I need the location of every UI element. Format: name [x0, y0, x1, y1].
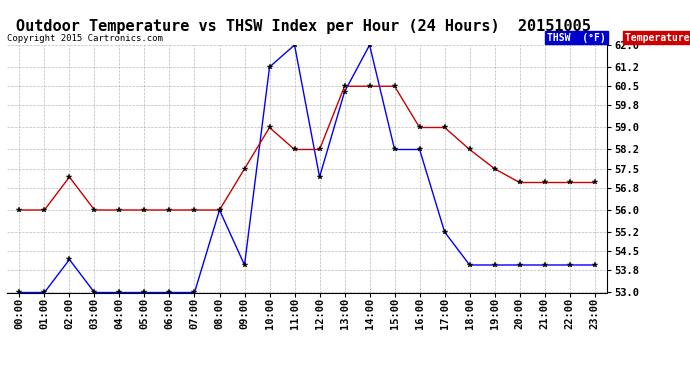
Text: Temperature  (°F): Temperature (°F) [625, 33, 690, 42]
Text: Copyright 2015 Cartronics.com: Copyright 2015 Cartronics.com [7, 33, 163, 42]
Text: Outdoor Temperature vs THSW Index per Hour (24 Hours)  20151005: Outdoor Temperature vs THSW Index per Ho… [16, 19, 591, 34]
Text: THSW  (°F): THSW (°F) [547, 33, 606, 42]
